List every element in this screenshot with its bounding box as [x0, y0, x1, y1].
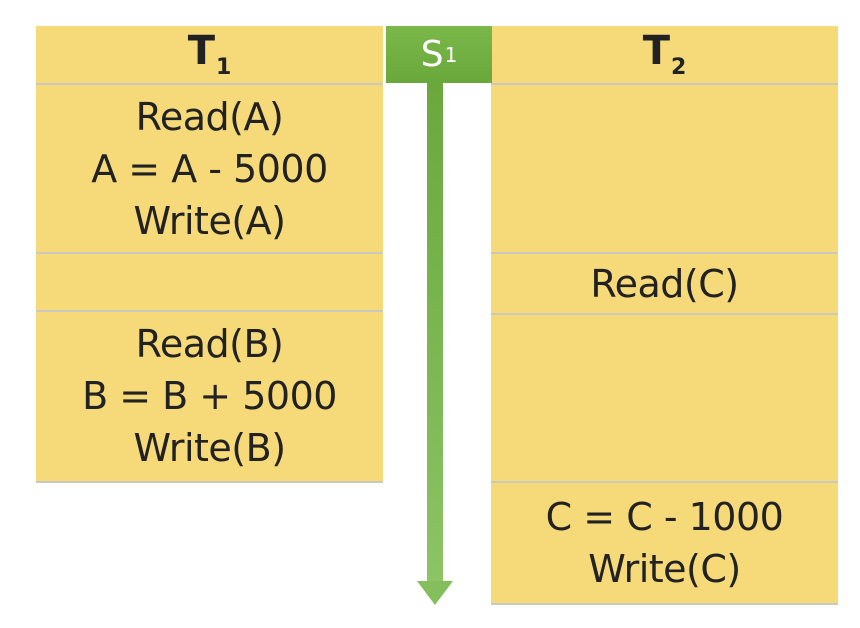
t1-divider: [36, 83, 383, 85]
t1-header-label: T: [187, 27, 215, 74]
operation-line: B = B + 5000: [82, 374, 337, 418]
arrow-head: [417, 581, 453, 605]
t2-divider: [491, 313, 838, 315]
t2-column: [491, 26, 838, 604]
operation-line: Write(A): [133, 199, 286, 243]
t1-header: T1: [36, 26, 383, 83]
operation-line: C = C - 1000: [545, 495, 784, 539]
t1-divider: [36, 310, 383, 312]
t1-header-sub: 1: [215, 54, 232, 80]
t2-header-label: T: [642, 27, 670, 74]
operation-line: Read(C): [590, 261, 739, 306]
down-arrow-icon: [417, 83, 453, 605]
schedule-label-text: S: [420, 34, 444, 75]
t1-column: [36, 26, 383, 482]
t2-divider: [491, 252, 838, 254]
t1-operations-block-3: Read(B) B = B + 5000 Write(B): [36, 312, 383, 480]
operation-line: Write(C): [588, 547, 741, 591]
t1-operations-block-1: Read(A) A = A - 5000 Write(A): [36, 86, 383, 252]
operation-line: Read(A): [135, 95, 284, 139]
operation-line: Read(B): [135, 322, 284, 366]
arrow-shaft: [427, 83, 443, 583]
t2-header-sub: 2: [670, 54, 687, 80]
schedule-label-sub: 1: [444, 42, 458, 67]
t2-divider: [491, 603, 838, 605]
operation-line: Write(B): [133, 426, 286, 470]
t2-operations-block-4: C = C - 1000 Write(C): [491, 483, 838, 603]
t2-divider: [491, 481, 838, 483]
t2-operations-block-2: Read(C): [491, 254, 838, 313]
t1-divider: [36, 252, 383, 254]
t2-divider: [491, 83, 838, 85]
t2-header: T2: [491, 26, 838, 83]
t1-divider: [36, 481, 383, 483]
operation-line: A = A - 5000: [91, 147, 328, 191]
